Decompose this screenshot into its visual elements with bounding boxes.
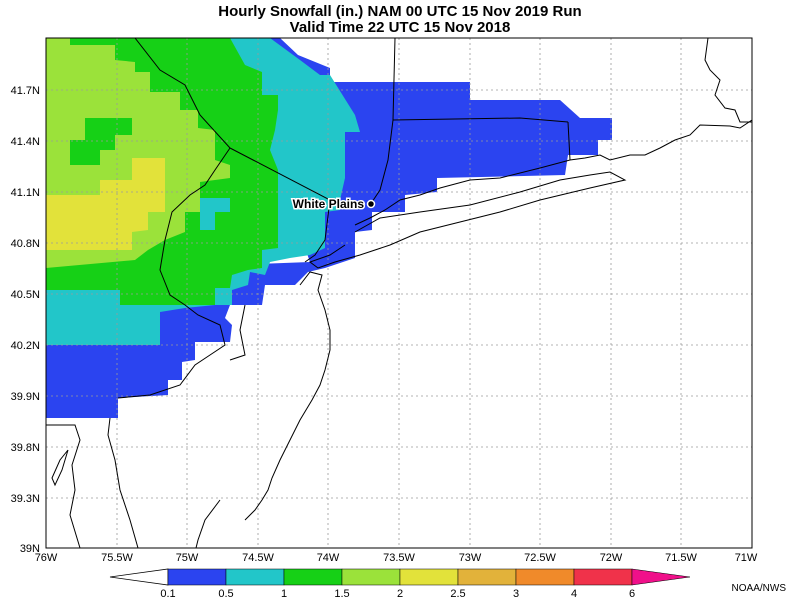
snowfall-region-0.1-0.5 [46,38,612,418]
lat-label-0: 41.7N [11,85,40,97]
lat-label-7: 39.8N [11,442,40,454]
lon-label-4: 74W [317,552,340,564]
legend-swatch-5 [457,568,517,586]
credit-label: NOAA/NWS [731,583,786,594]
lon-label-1: 75.5W [101,552,133,564]
snowfall-region-0.5-1-patch [200,198,230,230]
lat-label-3: 40.8N [11,238,40,250]
lat-label-5: 40.2N [11,340,40,352]
state-border-ny-pa [134,38,231,149]
lon-label-5: 73.5W [383,552,415,564]
location-dot-icon [366,199,376,209]
coast-new-england [704,38,752,123]
lat-label-1: 41.4N [11,136,40,148]
longitude-labels: 76W 75.5W 75W 74.5W 74W 73.5W 73W 72.5W … [35,552,758,564]
lon-label-8: 72W [600,552,623,564]
graticule [46,38,752,548]
legend-swatch-7 [573,568,633,586]
legend-tick-1: 0.5 [218,588,233,600]
white-plains-marker: White Plains [291,196,376,213]
lon-label-2: 75W [176,552,199,564]
coast-ri-ma [354,119,752,226]
map-title-line-2: Valid Time 22 UTC 15 Nov 2018 [289,19,511,36]
coast-chesapeake [46,424,81,548]
legend-swatch-3 [341,568,401,586]
lat-label-4: 40.5N [11,289,40,301]
legend-tick-5: 2.5 [450,588,465,600]
legend-tick-3: 1.5 [334,588,349,600]
snowfall-region-1-1.5-patch [70,118,132,165]
state-border-ri [567,121,571,161]
legend-right-arrow [631,568,691,586]
lat-label-8: 39.3N [11,493,40,505]
legend-tick-6: 3 [513,588,519,600]
delaware-bay [195,499,221,548]
legend-tick-7: 4 [571,588,577,600]
map-frame [45,37,753,549]
snowfall-region-2-2.5 [46,158,165,250]
color-legend: 0.1 0.5 1 1.5 2 2.5 3 4 6 [109,568,691,600]
coast-long-island [308,171,627,269]
lat-label-2: 41.1N [11,187,40,199]
state-border-pa-nj [117,147,231,399]
nj-inner-border [229,304,246,361]
coast-delmarva [107,417,139,548]
legend-left-arrow [109,568,169,586]
lon-label-0: 76W [35,552,58,564]
state-border-ny-nj [229,147,331,263]
lon-label-7: 72.5W [524,552,556,564]
legend-swatch-6 [515,568,575,586]
chesapeake-detail [51,449,69,487]
white-plains-label: White Plains [293,197,365,211]
legend-tick-8: 6 [629,588,635,600]
snowfall-fill-layer [46,38,612,418]
map-title-line-1: Hourly Snowfall (in.) NAM 00 UTC 15 Nov … [218,3,582,20]
lon-label-6: 73W [459,552,482,564]
legend-tick-0: 0.1 [160,588,175,600]
boundaries [46,38,752,548]
state-border-ct-ma [392,117,569,123]
legend-swatch-0 [167,568,227,586]
legend-tick-4: 2 [397,588,403,600]
legend-swatch-1 [225,568,285,586]
legend-tick-2: 1 [281,588,287,600]
coast-new-jersey [244,271,331,521]
lat-label-6: 39.9N [11,391,40,403]
lat-label-9: 39N [20,543,40,555]
lon-label-9: 71.5W [665,552,697,564]
latitude-labels: 41.7N 41.4N 41.1N 40.8N 40.5N 40.2N 39.9… [11,85,40,555]
lon-label-3: 74.5W [242,552,274,564]
legend-swatch-2 [283,568,343,586]
legend-swatch-4 [399,568,459,586]
state-border-ny-ct [369,38,396,206]
lon-label-10: 71W [735,552,758,564]
